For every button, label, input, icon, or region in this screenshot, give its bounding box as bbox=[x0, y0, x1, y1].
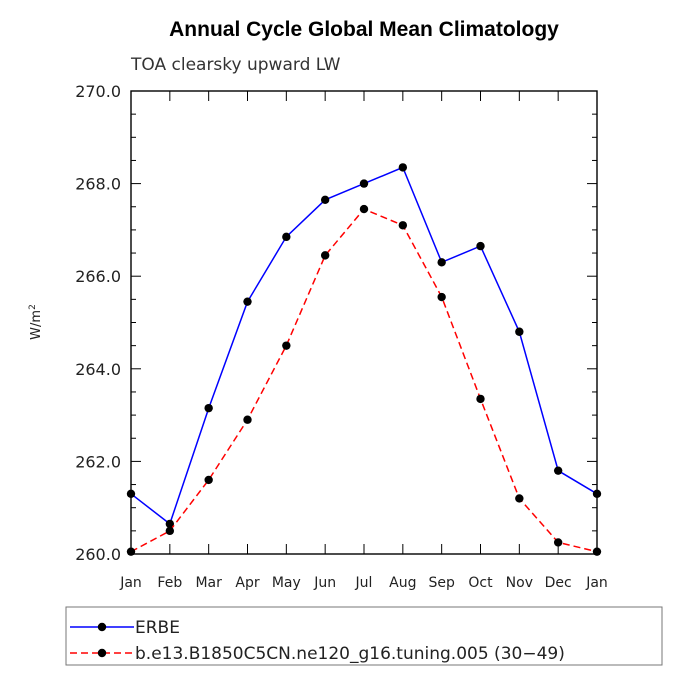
series-2-point bbox=[359, 204, 369, 214]
series-1-point bbox=[282, 232, 291, 242]
legend-marker-2 bbox=[97, 648, 107, 658]
series-layer bbox=[126, 163, 602, 556]
series-2-point bbox=[515, 494, 524, 503]
series-1-point bbox=[126, 489, 136, 499]
x-tick-label: May bbox=[272, 575, 301, 591]
x-tick-label: Aug bbox=[389, 575, 416, 591]
series-1-point bbox=[437, 258, 446, 267]
x-tick-label: Feb bbox=[157, 575, 182, 591]
series-1-point bbox=[515, 327, 524, 336]
series-2-point bbox=[476, 394, 485, 404]
series-2-point bbox=[553, 538, 563, 547]
series-line-1 bbox=[130, 166, 598, 526]
y-tick-label: 268.0 bbox=[75, 175, 121, 194]
y-tick-label: 264.0 bbox=[75, 360, 121, 379]
chart-subtitle: TOA clearsky upward LW bbox=[130, 55, 341, 75]
legend-label-1: ERBE bbox=[135, 618, 180, 638]
chart-title: Annual Cycle Global Mean Climatology bbox=[169, 18, 559, 41]
series-2-point bbox=[243, 415, 252, 424]
y-axis-label: W/m2 bbox=[28, 304, 44, 340]
series-2-point bbox=[204, 475, 213, 485]
legend-box bbox=[65, 606, 663, 666]
x-tick-label: Jun bbox=[313, 575, 336, 591]
y-axis-label-superscript: 2 bbox=[28, 304, 38, 310]
series-2-point bbox=[126, 547, 136, 556]
series-1-point bbox=[476, 241, 485, 251]
series-1-point bbox=[320, 195, 330, 205]
legend-label-2: b.e13.B1850C5CN.ne120_g16.tuning.005 (30… bbox=[135, 644, 565, 664]
x-tick-label: Jan bbox=[119, 575, 142, 591]
y-tick-label: 270.0 bbox=[75, 82, 121, 101]
legend-marker-1 bbox=[97, 622, 107, 632]
x-tick-label: Mar bbox=[195, 575, 222, 591]
y-tick-label: 266.0 bbox=[75, 267, 121, 286]
series-2-point bbox=[437, 292, 446, 302]
x-tick-label: Apr bbox=[235, 575, 259, 591]
x-tick-label: Oct bbox=[468, 575, 493, 591]
series-2-point bbox=[398, 221, 408, 230]
x-tick-label: Jul bbox=[355, 575, 373, 591]
series-line-2 bbox=[130, 208, 598, 553]
series-1-point bbox=[165, 519, 175, 529]
y-tick-label: 260.0 bbox=[75, 545, 121, 564]
series-1-point bbox=[359, 179, 369, 188]
legend: ERBE b.e13.B1850C5CN.ne120_g16.tuning.005… bbox=[65, 606, 663, 666]
series-2-point bbox=[165, 526, 175, 536]
series-1-point bbox=[243, 297, 252, 306]
series-1-point bbox=[398, 163, 408, 172]
series-1-point bbox=[592, 489, 602, 499]
x-tick-label: Sep bbox=[428, 575, 455, 591]
series-1-point bbox=[553, 466, 563, 475]
axes: 260.0 262.0 264.0 266.0 268.0 270.0 Jan Feb Mar A… bbox=[75, 82, 608, 591]
series-1-point bbox=[204, 403, 213, 413]
x-tick-label: Dec bbox=[545, 575, 572, 591]
series-2-point bbox=[282, 341, 291, 350]
series-2-point bbox=[320, 251, 330, 260]
plot-frame bbox=[130, 90, 598, 555]
y-tick-label: 262.0 bbox=[75, 452, 121, 471]
y-axis-label-unit: W/m bbox=[29, 310, 44, 340]
x-tick-label: Nov bbox=[506, 575, 533, 591]
series-2-point bbox=[592, 547, 602, 556]
x-tick-label: Jan bbox=[585, 575, 608, 591]
